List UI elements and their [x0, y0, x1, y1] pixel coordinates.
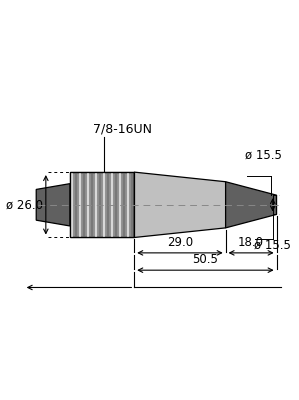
Polygon shape [226, 182, 277, 228]
Text: 29.0: 29.0 [167, 236, 193, 249]
Bar [70, 172, 134, 238]
Text: 7/8-16UN: 7/8-16UN [93, 122, 152, 136]
Text: ø 15.5: ø 15.5 [254, 239, 291, 252]
Polygon shape [134, 172, 226, 238]
Text: 18.0: 18.0 [238, 236, 264, 249]
Text: ø 26.0: ø 26.0 [6, 198, 43, 211]
Polygon shape [36, 184, 70, 226]
Bar [70, 172, 134, 238]
Text: ø 15.5: ø 15.5 [245, 148, 282, 161]
Text: 50.5: 50.5 [193, 253, 218, 266]
